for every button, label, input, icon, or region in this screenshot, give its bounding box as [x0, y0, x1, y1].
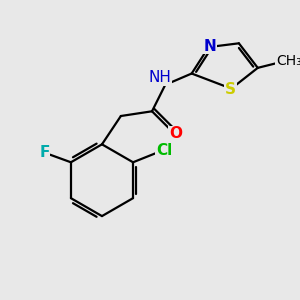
Text: O: O	[169, 126, 182, 141]
Text: S: S	[225, 82, 236, 97]
Text: CH₃: CH₃	[276, 54, 300, 68]
Text: Cl: Cl	[156, 143, 172, 158]
Text: NH: NH	[148, 70, 171, 85]
Text: F: F	[39, 145, 50, 160]
Text: N: N	[203, 39, 216, 54]
